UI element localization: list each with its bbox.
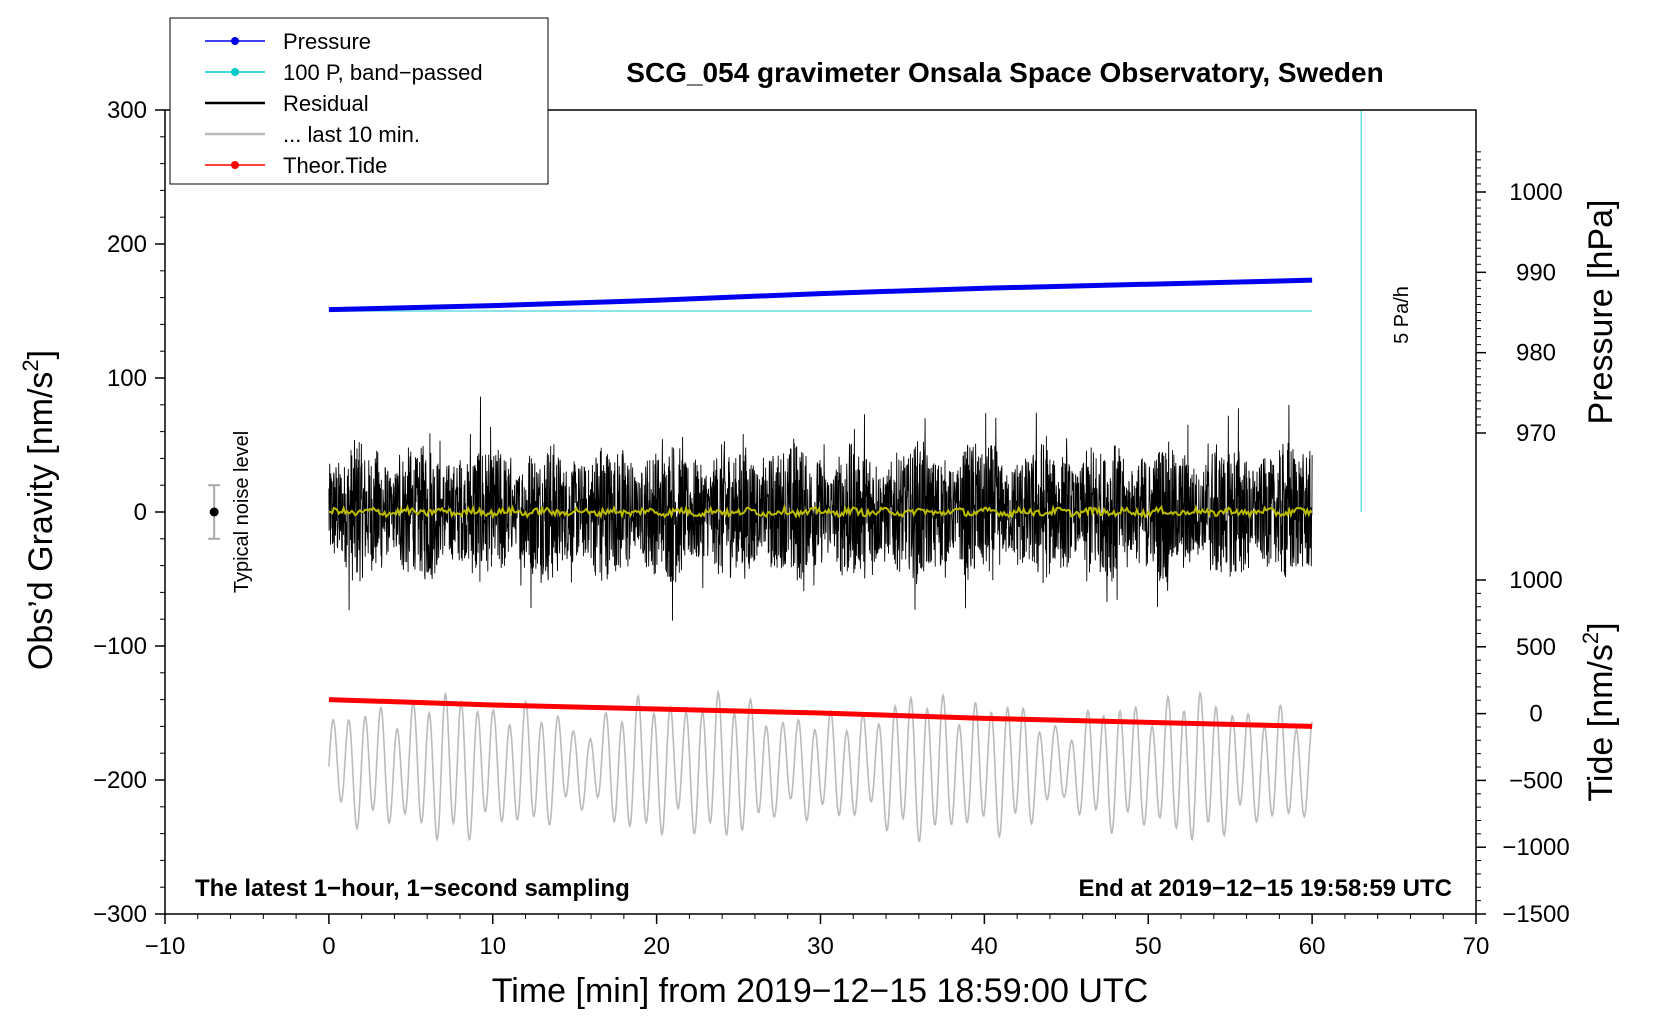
legend-swatch-marker <box>231 68 239 76</box>
x-tick-label: −10 <box>145 933 186 960</box>
pressure-tick-label: 980 <box>1516 340 1556 367</box>
note-left: The latest 1−hour, 1−second sampling <box>195 875 630 902</box>
y-axis-title-left: Obs’d Gravity [nm/s2] <box>18 350 60 670</box>
y-tick-label: −100 <box>93 633 147 660</box>
y-tick-label: 300 <box>107 97 147 124</box>
x-axis-title: Time [min] from 2019−12−15 18:59:00 UTC <box>492 972 1148 1010</box>
x-axis-ticks: −10 0 10 20 30 40 50 60 70 <box>145 914 1490 960</box>
tide-tick-label: 0 <box>1529 701 1542 728</box>
pressure-axis-title: Pressure [hPa] <box>1582 200 1620 425</box>
tide-tick-label: −500 <box>1509 767 1563 794</box>
pressure-tick-label: 990 <box>1516 259 1556 286</box>
note-right: End at 2019−12−15 19:58:59 UTC <box>1078 875 1452 902</box>
tide-series-line <box>328 697 1313 729</box>
legend-label: Pressure <box>283 29 371 54</box>
x-tick-label: 50 <box>1135 933 1162 960</box>
pressure-tick-label: 970 <box>1516 420 1556 447</box>
x-tick-label: 30 <box>807 933 834 960</box>
tide-axis-title-close: ] <box>1582 622 1620 631</box>
legend-label: Residual <box>283 91 369 116</box>
tide-tick-label: −1500 <box>1502 901 1569 928</box>
y-axis-title-left-sup: 2 <box>18 359 43 371</box>
pressure-tick-label: 1000 <box>1509 179 1562 206</box>
last-10-min-series-line <box>328 689 1313 843</box>
legend-box <box>169 17 549 185</box>
legend: Pressure 100 P, band−passed Residual ... la… <box>169 17 549 185</box>
smoothed-series-line <box>328 503 1313 520</box>
x-tick-label: 0 <box>322 933 335 960</box>
y-tick-label: −300 <box>93 901 147 928</box>
legend-swatch-marker <box>231 161 239 169</box>
tide-tick-label: 1000 <box>1509 567 1562 594</box>
noise-level-label: Typical noise level <box>231 431 253 593</box>
legend-items: Pressure 100 P, band−passed Residual ... la… <box>205 29 483 178</box>
legend-label: Theor.Tide <box>283 153 387 178</box>
x-tick-label: 60 <box>1299 933 1326 960</box>
y-axis-title-left-main: Obs’d Gravity [nm/s <box>22 372 60 671</box>
chart-title: SCG_054 gravimeter Onsala Space Observat… <box>626 57 1383 88</box>
plot-content <box>208 110 1363 843</box>
noise-bar-center <box>209 507 219 517</box>
y-tick-label: 200 <box>107 231 147 258</box>
legend-label: 100 P, band−passed <box>283 60 483 85</box>
y-axis-title-left-close: ] <box>22 350 60 359</box>
pressure-series-line <box>328 277 1313 313</box>
y-tick-label: 0 <box>134 499 147 526</box>
x-tick-label: 70 <box>1463 933 1490 960</box>
y-tick-label: −200 <box>93 767 147 794</box>
tide-axis-title-main: Tide [nm/s <box>1582 644 1620 801</box>
residual-series-line <box>328 396 1313 621</box>
tide-tick-label: −1000 <box>1502 834 1569 861</box>
tide-axis-title-sup: 2 <box>1578 632 1603 644</box>
tide-axis-title: Tide [nm/s2] <box>1578 622 1620 801</box>
pressure-axis-ticks: 1000 990 980 970 <box>1476 151 1563 447</box>
x-tick-label: 40 <box>971 933 998 960</box>
legend-swatch-marker <box>231 37 239 45</box>
x-tick-label: 10 <box>479 933 506 960</box>
y-tick-label: 100 <box>107 365 147 392</box>
tide-axis-ticks: 1000 500 0 −500 −1000 −1500 <box>1476 567 1570 928</box>
x-tick-label: 20 <box>643 933 670 960</box>
legend-label: ... last 10 min. <box>283 122 420 147</box>
y-axis-ticks: 300 200 100 0 −100 −200 −300 <box>93 97 165 928</box>
rate-label: 5 Pa/h <box>1391 286 1413 344</box>
tide-tick-label: 500 <box>1516 634 1556 661</box>
